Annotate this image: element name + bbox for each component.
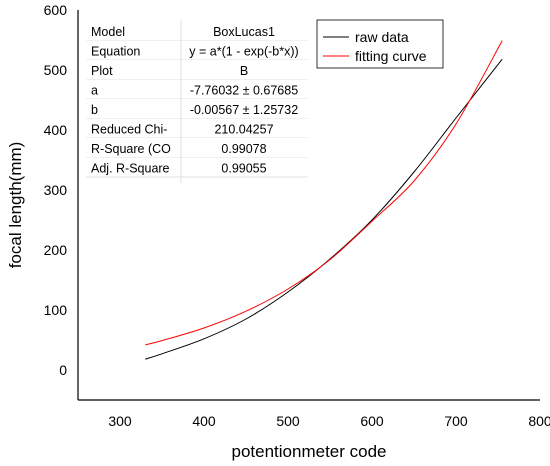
- y-axis-title: focal length(mm): [6, 142, 25, 269]
- x-tick-label: 800: [528, 413, 550, 429]
- y-tick-label: 600: [44, 2, 68, 18]
- stats-row: [86, 118, 308, 138]
- stats-row: [86, 40, 308, 60]
- stats-row-label: Plot: [91, 64, 113, 78]
- stats-row-label: R-Square (CO: [91, 142, 171, 156]
- x-tick-label: 400: [192, 413, 216, 429]
- stats-row-value: BoxLucas1: [213, 25, 275, 39]
- series-line-fitting-curve: [145, 40, 503, 346]
- stats-row-label: a: [91, 84, 98, 98]
- legend: raw data fitting curve: [316, 19, 444, 69]
- stats-row-value: 0.99078: [221, 142, 266, 156]
- legend-label-fitting-curve: fitting curve: [355, 48, 427, 64]
- x-tick-labels: 300 400 500 600 700 800: [108, 413, 550, 429]
- x-tick-label: 600: [360, 413, 384, 429]
- stats-row: [86, 79, 308, 99]
- y-tick-label: 300: [44, 182, 68, 198]
- y-tick-label: 0: [59, 362, 67, 378]
- x-tick-label: 500: [276, 413, 300, 429]
- stats-row: [86, 157, 308, 177]
- y-tick-label: 500: [44, 62, 68, 78]
- stats-row-label: Reduced Chi-: [91, 123, 167, 137]
- stats-row-label: b: [91, 103, 98, 117]
- stats-row-value: 210.04257: [214, 123, 273, 137]
- y-tick-label: 100: [44, 302, 68, 318]
- fit-stats-table: Model BoxLucas1 Equation y = a*(1 - exp(-b*…: [85, 19, 309, 184]
- stats-row-value: B: [240, 64, 248, 78]
- legend-label-raw-data: raw data: [355, 29, 409, 45]
- stats-row-value: -0.00567 ± 1.25732: [190, 103, 298, 117]
- stats-row-value: y = a*(1 - exp(-b*x)): [189, 45, 298, 59]
- x-axis-title: potentionmeter code: [232, 442, 387, 461]
- stats-row: [86, 138, 308, 158]
- stats-row: [86, 99, 308, 119]
- stats-row-value: 0.99055: [221, 162, 266, 176]
- stats-row: [86, 21, 308, 41]
- y-tick-label: 400: [44, 122, 68, 138]
- y-tick-labels: 0 100 200 300 400 500 600: [44, 2, 68, 378]
- y-tick-label: 200: [44, 242, 68, 258]
- x-tick-label: 700: [444, 413, 468, 429]
- stats-row-label: Equation: [91, 45, 140, 59]
- x-tick-label: 300: [108, 413, 132, 429]
- series-lines: [145, 40, 503, 360]
- stats-row-label: Model: [91, 25, 125, 39]
- stats-row-value: -7.76032 ± 0.67685: [190, 84, 298, 98]
- stats-row-label: Adj. R-Square: [91, 162, 170, 176]
- stats-row: [86, 60, 308, 80]
